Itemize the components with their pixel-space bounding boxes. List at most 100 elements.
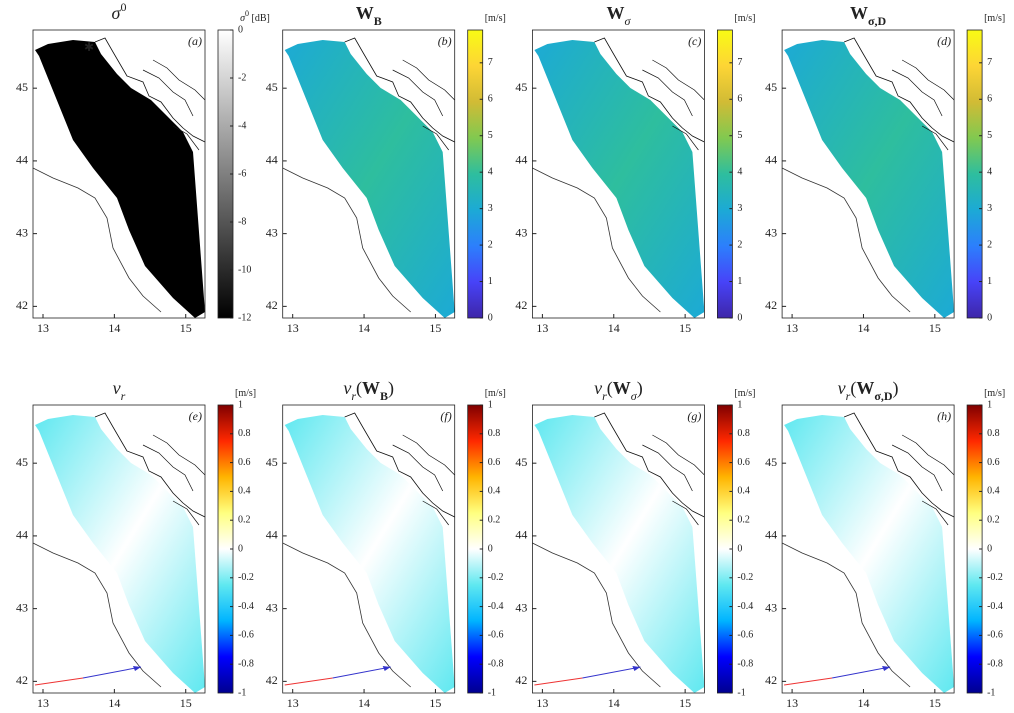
- x-tick-label: 13: [287, 696, 299, 710]
- colorbar-label: [m/s]: [984, 388, 1005, 399]
- x-tick-label: 14: [108, 321, 120, 335]
- colorbar-tick-label: -0.4: [488, 601, 504, 612]
- coastline: [344, 37, 455, 143]
- y-tick-label: 43: [515, 600, 527, 614]
- colorbar-tick-label: -0.6: [488, 630, 504, 641]
- x-tick-label: 14: [358, 696, 370, 710]
- colorbar-tick-label: 0.2: [737, 514, 750, 525]
- colorbar-tick-label: -1: [737, 687, 745, 698]
- text-part: [m/s]: [485, 13, 506, 24]
- coastline: [32, 542, 162, 688]
- colorbar-tick-label: -0.2: [238, 572, 254, 583]
- axes-box: [282, 404, 456, 694]
- island: [152, 59, 206, 101]
- text-part: (: [356, 378, 362, 399]
- coastline: [843, 412, 955, 518]
- colorbar-tick-label: 0.8: [488, 428, 501, 439]
- colorbar-tick-label: 6: [987, 94, 992, 105]
- colorbar-tick-label: 0.2: [488, 514, 501, 525]
- swath-image: [784, 40, 955, 318]
- x-tick-label: 14: [857, 321, 869, 335]
- colorbar-tick-label: 6: [737, 94, 742, 105]
- text-part: (: [607, 378, 613, 399]
- y-tick-label: 43: [765, 225, 777, 239]
- panel-title: Wσ,D: [850, 3, 887, 28]
- colorbar-tick-label: -4: [238, 120, 246, 131]
- x-tick-label: 14: [358, 321, 370, 335]
- colorbar-tick-label: 4: [737, 166, 742, 177]
- colorbar-tick-label: 0.8: [987, 428, 1000, 439]
- colorbar-tick-label: 7: [737, 57, 742, 68]
- island: [642, 69, 693, 117]
- y-tick-label: 42: [16, 673, 28, 687]
- panel-title: WB: [356, 3, 382, 28]
- colorbar-tick-label: 0.6: [987, 457, 1000, 468]
- colorbar-label: [m/s]: [485, 13, 506, 24]
- colorbar-tick-label: -8: [238, 216, 246, 227]
- text-part: v: [113, 378, 121, 398]
- colorbar-tick-label: 7: [987, 57, 992, 68]
- axes-box: [781, 404, 955, 694]
- island: [891, 69, 943, 117]
- y-tick-label: 44: [266, 528, 278, 542]
- colorbar-tick-label: -0.2: [987, 572, 1003, 583]
- coastline: [843, 37, 955, 143]
- swath-image: [284, 415, 455, 693]
- colorbar-tick-label: -10: [238, 264, 251, 275]
- y-tick-label: 42: [266, 298, 278, 312]
- island: [642, 444, 693, 492]
- arrow-blue: [582, 666, 641, 679]
- text-part: ): [637, 378, 643, 399]
- y-tick-label: 44: [765, 153, 777, 167]
- y-tick-label: 45: [16, 80, 28, 94]
- panel-title: vr(Wσ): [594, 378, 643, 403]
- island: [921, 500, 949, 526]
- coastline: [32, 167, 162, 313]
- island: [901, 434, 955, 476]
- text-part: [m/s]: [734, 388, 755, 399]
- colorbar-tick-label: 4: [987, 166, 992, 177]
- island: [142, 69, 194, 117]
- colorbar-tick-label: -1: [488, 687, 496, 698]
- colorbar-tick-label: 5: [987, 130, 992, 141]
- island: [152, 434, 206, 476]
- y-tick-label: 42: [515, 673, 527, 687]
- colorbar-tick-label: -1: [987, 687, 995, 698]
- text-part: σ: [240, 13, 246, 24]
- y-tick-label: 43: [266, 600, 278, 614]
- text-part: W: [613, 378, 631, 398]
- colorbar-tick-label: 5: [737, 130, 742, 141]
- text-part: B: [374, 14, 382, 28]
- y-tick-label: 44: [515, 528, 527, 542]
- coastline: [594, 37, 705, 143]
- panel-title: vr(Wσ,D): [838, 378, 899, 403]
- colorbar-tick-label: 0: [987, 543, 992, 554]
- coastline: [532, 167, 661, 313]
- colorbar-label: [m/s]: [235, 388, 256, 399]
- colorbar-label: [m/s]: [984, 13, 1005, 24]
- axes-box: [282, 29, 456, 319]
- text-part: [m/s]: [734, 13, 755, 24]
- text-part: σ: [112, 3, 122, 23]
- text-part: ): [893, 378, 899, 399]
- y-tick-label: 45: [266, 455, 278, 469]
- y-tick-label: 42: [765, 673, 777, 687]
- text-part: σ,D: [874, 389, 893, 403]
- colorbar-tick-label: -0.2: [488, 572, 504, 583]
- colorbar-tick-label: 1: [488, 399, 493, 410]
- island: [652, 434, 705, 476]
- colorbar-tick-label: -0.8: [238, 658, 254, 669]
- colorbar-tick-label: 5: [488, 130, 493, 141]
- colorbar-tick-label: 0.8: [737, 428, 750, 439]
- colorbar-label: [m/s]: [734, 388, 755, 399]
- y-tick-label: 45: [515, 80, 527, 94]
- colorbar-tick-label: 0: [488, 543, 493, 554]
- colorbar-tick-label: 0.4: [488, 486, 501, 497]
- x-tick-label: 15: [679, 321, 691, 335]
- text-part: (: [850, 378, 856, 399]
- coastline: [282, 167, 411, 313]
- colorbar-tick-label: 0.8: [238, 428, 251, 439]
- y-tick-label: 44: [515, 153, 527, 167]
- text-part: 0: [245, 9, 249, 18]
- panel-label: (g): [687, 409, 701, 423]
